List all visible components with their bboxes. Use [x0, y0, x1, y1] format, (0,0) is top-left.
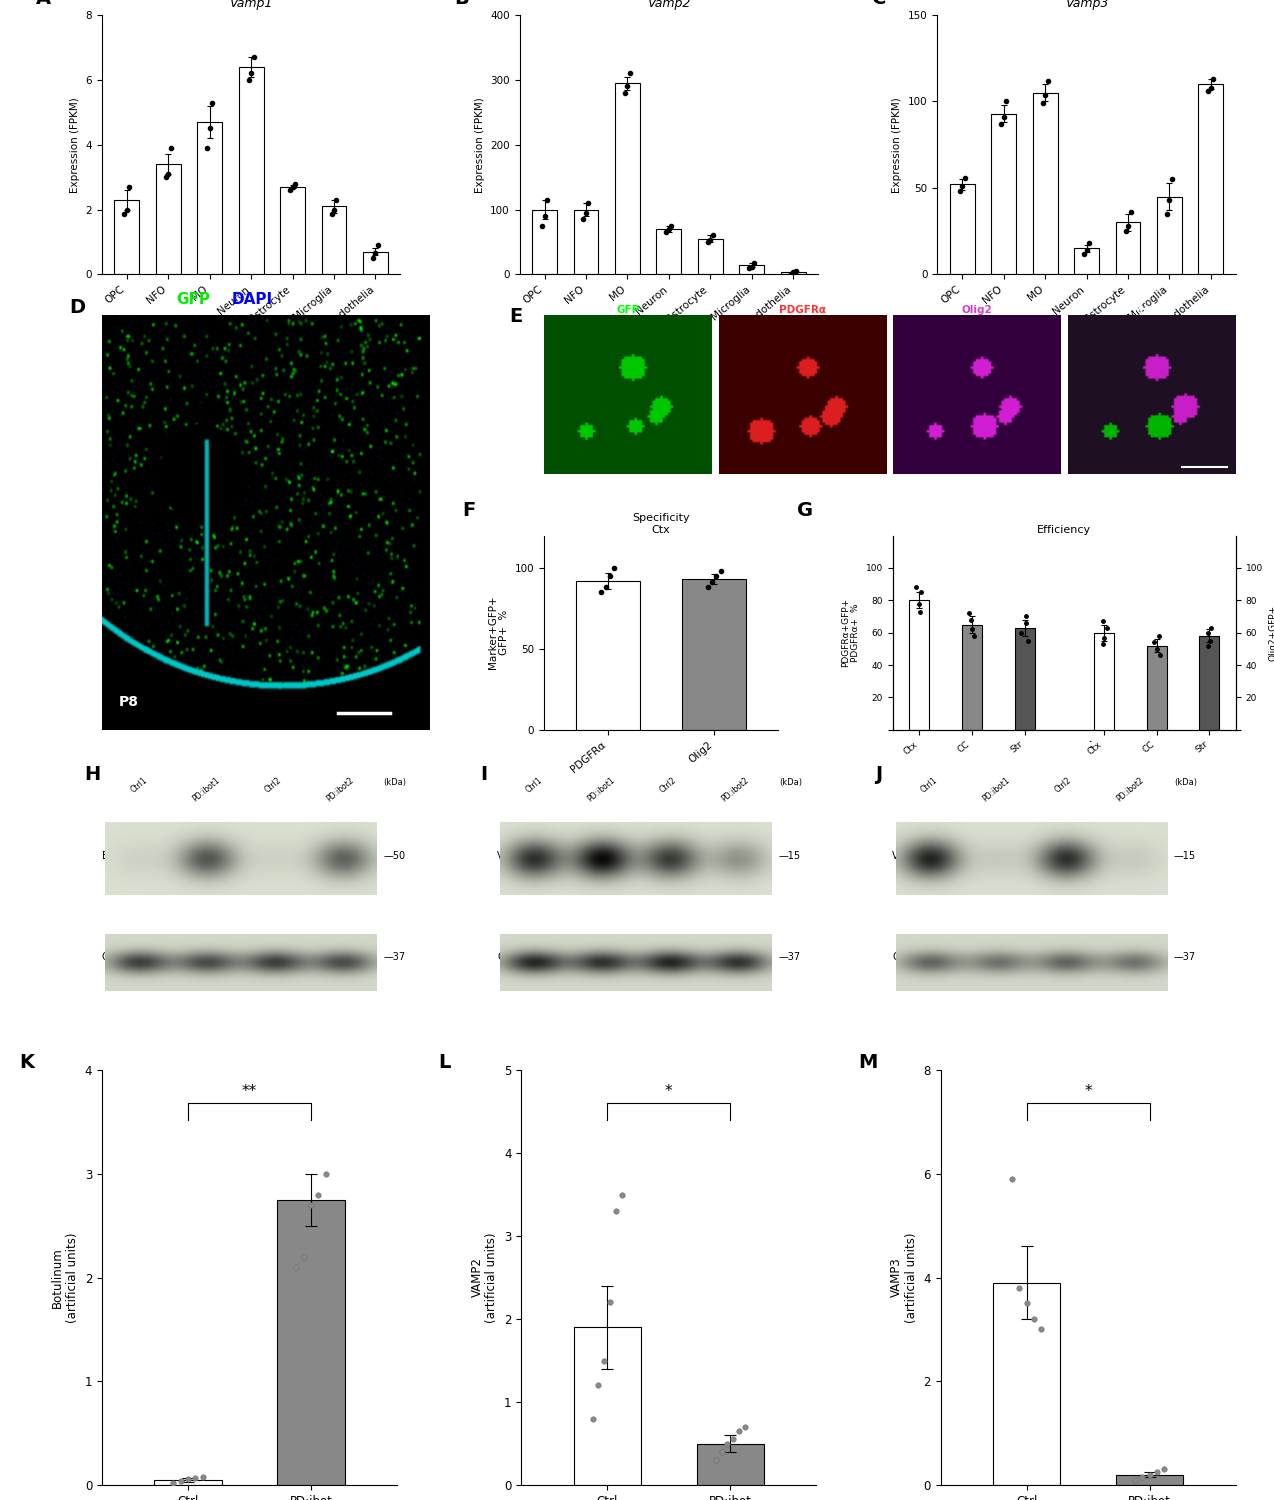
Text: (kDa): (kDa) [778, 778, 801, 788]
Bar [908, 600, 929, 730]
Y-axis label: Olig2+GFP+
Olig2+  %: Olig2+GFP+ Olig2+ % [1269, 604, 1274, 660]
Text: *: * [1084, 1084, 1092, 1100]
Text: PD:ibot2: PD:ibot2 [720, 776, 750, 804]
Bar [154, 1480, 222, 1485]
Text: **: ** [242, 1084, 257, 1100]
Text: PD:ibot1: PD:ibot1 [981, 776, 1012, 804]
Title: GFP: GFP [617, 304, 640, 315]
Text: L: L [438, 1053, 451, 1072]
Text: Ctrl1: Ctrl1 [129, 776, 149, 795]
Bar [197, 122, 222, 274]
Text: Ctrl1: Ctrl1 [524, 776, 544, 795]
Bar [1074, 249, 1099, 274]
Text: G: G [796, 501, 813, 519]
Text: PD:ibot2: PD:ibot2 [325, 776, 355, 804]
Text: PD:ibot1: PD:ibot1 [586, 776, 617, 804]
Bar [683, 579, 747, 730]
Bar [992, 1282, 1060, 1485]
Bar [697, 1443, 764, 1485]
Title: Specificity
Ctx: Specificity Ctx [632, 513, 689, 535]
Title: PDGFRα: PDGFRα [780, 304, 826, 315]
Text: Ctrl1: Ctrl1 [919, 776, 939, 795]
Text: Ctrl2: Ctrl2 [262, 776, 283, 795]
Bar [1116, 222, 1140, 274]
Bar [615, 82, 640, 274]
Text: P8: P8 [118, 694, 139, 709]
Text: —15: —15 [778, 850, 801, 861]
Bar [278, 1200, 345, 1485]
Title: Vamp1: Vamp1 [229, 0, 273, 9]
Text: PD:ibot1: PD:ibot1 [191, 776, 222, 804]
Bar [363, 252, 387, 274]
Title: Efficiency: Efficiency [1037, 525, 1092, 536]
Text: —15: —15 [1173, 850, 1196, 861]
Text: E: E [510, 308, 522, 326]
Bar [321, 207, 347, 274]
Bar [155, 164, 181, 274]
Text: —37: —37 [1173, 952, 1196, 962]
Y-axis label: Marker+GFP+
GFP+  %: Marker+GFP+ GFP+ % [488, 596, 510, 669]
Bar [573, 210, 599, 274]
Bar [739, 264, 764, 274]
Bar [280, 188, 304, 274]
Text: GAPDH: GAPDH [892, 952, 927, 962]
Bar [573, 1328, 641, 1485]
Text: M: M [857, 1053, 878, 1072]
Bar [1014, 628, 1034, 730]
Bar [656, 230, 682, 274]
Title: Olig2: Olig2 [962, 304, 992, 315]
Bar [962, 624, 982, 730]
Text: A: A [36, 0, 51, 8]
Text: DAPI: DAPI [232, 292, 273, 308]
Text: —37: —37 [778, 952, 801, 962]
Y-axis label: PDGFRα+GFP+
PDGFRα+  %: PDGFRα+GFP+ PDGFRα+ % [841, 598, 860, 668]
Text: F: F [462, 501, 475, 519]
Bar [698, 238, 722, 274]
Text: GAPDH: GAPDH [102, 952, 138, 962]
Text: D: D [69, 298, 85, 316]
Bar [1033, 93, 1057, 274]
Bar [991, 114, 1017, 274]
Title: Merge: Merge [1133, 304, 1171, 315]
Text: (kDa): (kDa) [1173, 778, 1198, 788]
Text: VAMP2: VAMP2 [497, 850, 530, 861]
Text: *: * [665, 1084, 673, 1100]
Title: Vamp2: Vamp2 [647, 0, 691, 9]
Text: GFP: GFP [177, 292, 210, 308]
Y-axis label: VAMP3
(artificial units): VAMP3 (artificial units) [889, 1233, 917, 1323]
Bar [1116, 1474, 1184, 1485]
Text: PD:ibot2: PD:ibot2 [1115, 776, 1145, 804]
Bar [1199, 84, 1223, 274]
Text: —37: —37 [383, 952, 406, 962]
Bar [533, 210, 557, 274]
Bar [781, 273, 805, 274]
Bar [576, 580, 640, 730]
Text: VAMP3: VAMP3 [892, 850, 925, 861]
Y-axis label: Botulinum
(artificial units): Botulinum (artificial units) [51, 1233, 79, 1323]
Text: Botulinum: Botulinum [102, 850, 152, 861]
Text: B: B [454, 0, 469, 8]
Text: J: J [875, 765, 882, 784]
Text: C: C [871, 0, 887, 8]
Text: Ctrl2: Ctrl2 [657, 776, 678, 795]
Y-axis label: VAMP2
(artificial units): VAMP2 (artificial units) [470, 1233, 498, 1323]
Bar [1199, 636, 1219, 730]
Title: Vamp3: Vamp3 [1065, 0, 1108, 9]
Bar [950, 184, 975, 274]
Y-axis label: Expression (FPKM): Expression (FPKM) [70, 98, 80, 192]
Text: GAPDH: GAPDH [497, 952, 533, 962]
Text: H: H [85, 765, 101, 784]
Y-axis label: Expression (FPKM): Expression (FPKM) [892, 98, 902, 192]
Text: I: I [480, 765, 487, 784]
Bar [1147, 645, 1167, 730]
Text: K: K [19, 1053, 34, 1072]
Bar [1157, 196, 1182, 274]
Text: —50: —50 [383, 850, 406, 861]
Text: (kDa): (kDa) [383, 778, 406, 788]
Y-axis label: Expression (FPKM): Expression (FPKM) [475, 98, 484, 192]
Text: Ctrl2: Ctrl2 [1054, 776, 1073, 795]
Bar [115, 200, 139, 274]
Bar [238, 68, 264, 274]
Bar [1094, 633, 1113, 730]
